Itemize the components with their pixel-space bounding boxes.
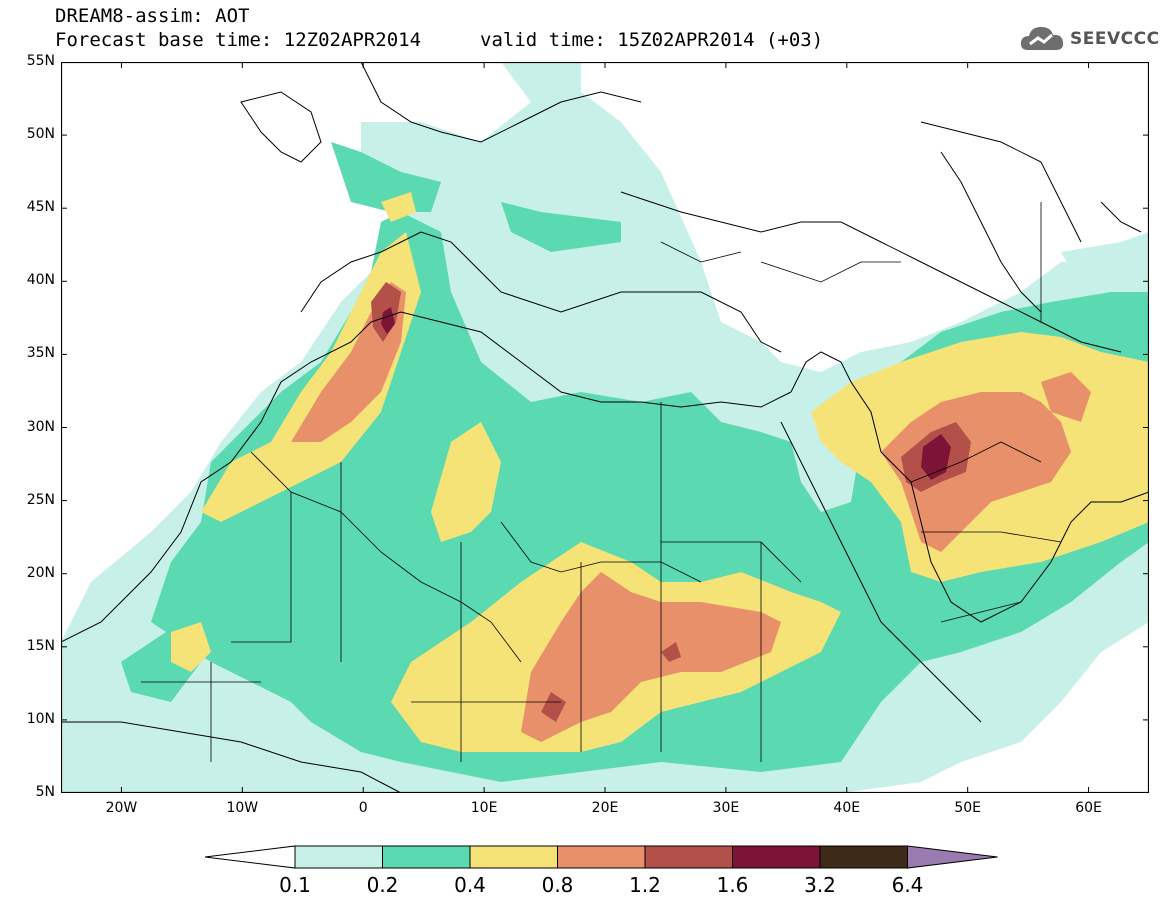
colorbar-label-1.6: 1.6 (716, 873, 749, 897)
lon-label-20W: 20W (105, 800, 138, 816)
aot-band-0.2 (121, 142, 1149, 782)
colorbar-label-0.1: 0.1 (279, 873, 311, 897)
lat-label-25N: 25N (26, 491, 55, 508)
cloud-icon (1020, 27, 1064, 50)
lon-label-10W: 10W (226, 800, 259, 816)
lat-label-40N: 40N (26, 272, 55, 289)
chart-title: DREAM8-assim: AOT (55, 5, 250, 27)
lat-label-15N: 15N (26, 637, 55, 654)
colorbar-segment-5 (644, 845, 733, 869)
lat-label-50N: 50N (26, 126, 55, 143)
colorbar (205, 845, 998, 869)
lon-label-20E: 20E (591, 800, 619, 816)
lon-label-60E: 60E (1075, 800, 1102, 816)
lat-label-55N: 55N (26, 53, 55, 69)
lon-label-10E: 10E (470, 800, 498, 816)
aot-band-0.8 (291, 282, 1091, 742)
aot-band-1.6 (381, 307, 951, 480)
lon-label-0: 0 (358, 800, 368, 816)
seevccc-logo: SEEVCCC (1018, 22, 1160, 56)
political-borders (141, 202, 1062, 762)
lat-label-10N: 10N (26, 710, 55, 727)
colorbar-under-triangle (205, 845, 296, 869)
valid-time: valid time: 15Z02APR2014 (+03) (480, 29, 824, 51)
colorbar-label-6.4: 6.4 (891, 873, 924, 897)
coastlines (61, 62, 1149, 793)
lon-label-50E: 50E (954, 800, 981, 816)
colorbar-segment-4 (557, 845, 646, 869)
colorbar-segments (205, 845, 998, 869)
colorbar-label-1.2: 1.2 (629, 873, 661, 897)
colorbar-segment-6 (732, 845, 821, 869)
colorbar-label-0.8: 0.8 (541, 873, 574, 897)
colorbar-segment-2 (382, 845, 471, 869)
aot-map (61, 62, 1149, 793)
lat-label-5N: 5N (35, 784, 55, 800)
colorbar-segment-7 (819, 845, 908, 869)
colorbar-label-0.2: 0.2 (366, 873, 399, 897)
colorbar-segment-1 (294, 845, 383, 869)
lat-label-30N: 30N (26, 418, 55, 435)
map-frame (61, 62, 1149, 793)
lat-label-35N: 35N (26, 345, 55, 362)
lat-label-20N: 20N (26, 564, 55, 581)
colorbar-label-0.4: 0.4 (454, 873, 486, 897)
lat-label-45N: 45N (26, 199, 55, 216)
colorbar-segment-3 (469, 845, 558, 869)
forecast-base-time: Forecast base time: 12Z02APR2014 (55, 29, 422, 51)
colorbar-label-3.2: 3.2 (804, 873, 836, 897)
lon-label-30E: 30E (712, 800, 740, 816)
logo-text: SEEVCCC (1070, 29, 1160, 49)
colorbar-over-triangle (907, 845, 998, 869)
lon-label-40E: 40E (833, 800, 861, 816)
